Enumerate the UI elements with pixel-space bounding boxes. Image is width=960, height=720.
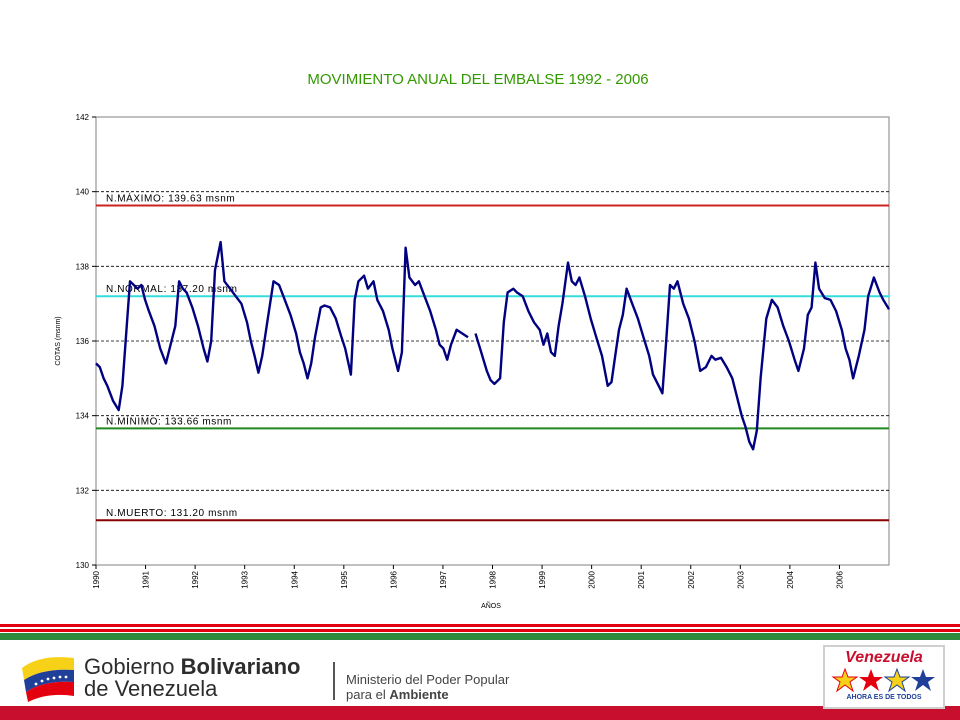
y-tick-label: 130 xyxy=(76,561,90,570)
x-tick-label: 1991 xyxy=(142,570,151,588)
reference-line-label: N.MÁXIMO: 139.63 msnm xyxy=(106,191,235,204)
x-tick-label: 2004 xyxy=(786,570,795,588)
x-tick-label: 1995 xyxy=(340,570,349,588)
x-tick-label: 1998 xyxy=(489,570,498,588)
y-tick-label: 142 xyxy=(76,113,90,122)
y-tick-label: 132 xyxy=(76,486,90,495)
reservoir-level-chart: MOVIMIENTO ANUAL DEL EMBALSE 1992 - 2006… xyxy=(55,71,891,610)
x-tick-label: 2006 xyxy=(835,570,844,588)
x-tick-label: 2001 xyxy=(637,570,646,588)
x-tick-label: 2003 xyxy=(736,570,745,588)
campaign-logo-title: Venezuela xyxy=(845,649,923,666)
series-layer xyxy=(95,240,891,451)
series-line xyxy=(474,261,891,451)
x-axis-ticks: 1990 1991 1992 1993 1994 1995 1996 1997 1998 1999… xyxy=(92,565,844,589)
y-axis-ticks: 130 132 134 136 138 140 142 xyxy=(76,113,96,570)
government-name-light: Gobierno xyxy=(84,654,175,679)
x-tick-label: 1999 xyxy=(538,570,547,588)
y-tick-label: 136 xyxy=(76,337,90,346)
footer-stripe-red-top xyxy=(0,624,960,627)
government-name: Gobierno Bolivariano de Venezuela xyxy=(84,656,300,700)
reference-line-label: N.MUERTO: 131.20 msnm xyxy=(106,508,238,519)
ministry-line1: Ministerio del Poder Popular xyxy=(346,672,510,687)
y-tick-label: 140 xyxy=(76,188,90,197)
ministry-line2-light: para el xyxy=(346,687,386,702)
government-country: de Venezuela xyxy=(84,676,218,701)
venezuela-flag-logo xyxy=(22,657,74,702)
x-tick-label: 1996 xyxy=(389,570,398,588)
x-tick-label: 1993 xyxy=(241,570,250,588)
campaign-logo-slogan: AHORA ES DE TODOS xyxy=(846,694,922,701)
y-tick-label: 134 xyxy=(76,412,90,421)
ministry-name: Ministerio del Poder Popular para el Amb… xyxy=(346,672,509,702)
ministry-line2-bold: Ambiente xyxy=(389,687,449,702)
series-line xyxy=(95,240,469,412)
footer-stripe-red-bottom xyxy=(0,706,960,720)
footer-stripe-red xyxy=(0,629,960,632)
x-tick-label: 2002 xyxy=(687,570,696,588)
venezuela-campaign-logo: Venezuela AHORA ES DE TODOS xyxy=(823,645,945,709)
x-tick-label: 1992 xyxy=(191,570,200,588)
y-tick-label: 138 xyxy=(76,262,90,271)
x-tick-label: 1997 xyxy=(439,570,448,588)
x-axis-label: AÑOS xyxy=(481,601,501,610)
government-name-bold: Bolivariano xyxy=(180,654,301,679)
reference-line-label: N.NORMAL: 137.20 msnm xyxy=(106,284,238,295)
x-tick-label: 1990 xyxy=(92,570,101,588)
people-stars-icon xyxy=(831,667,935,693)
footer-stripe-green xyxy=(0,633,960,640)
x-tick-label: 1994 xyxy=(290,570,299,588)
chart-title: MOVIMIENTO ANUAL DEL EMBALSE 1992 - 2006 xyxy=(307,71,648,88)
logo-divider xyxy=(333,662,335,700)
reference-line-label: N.MÍNIMO: 133.66 msnm xyxy=(106,414,232,427)
reference-lines: N.MÁXIMO: 139.63 msnm N.NORMAL: 137.20 ms… xyxy=(96,191,889,522)
x-tick-label: 2000 xyxy=(588,570,597,588)
y-axis-label: COTAS (msnm) xyxy=(55,316,62,365)
